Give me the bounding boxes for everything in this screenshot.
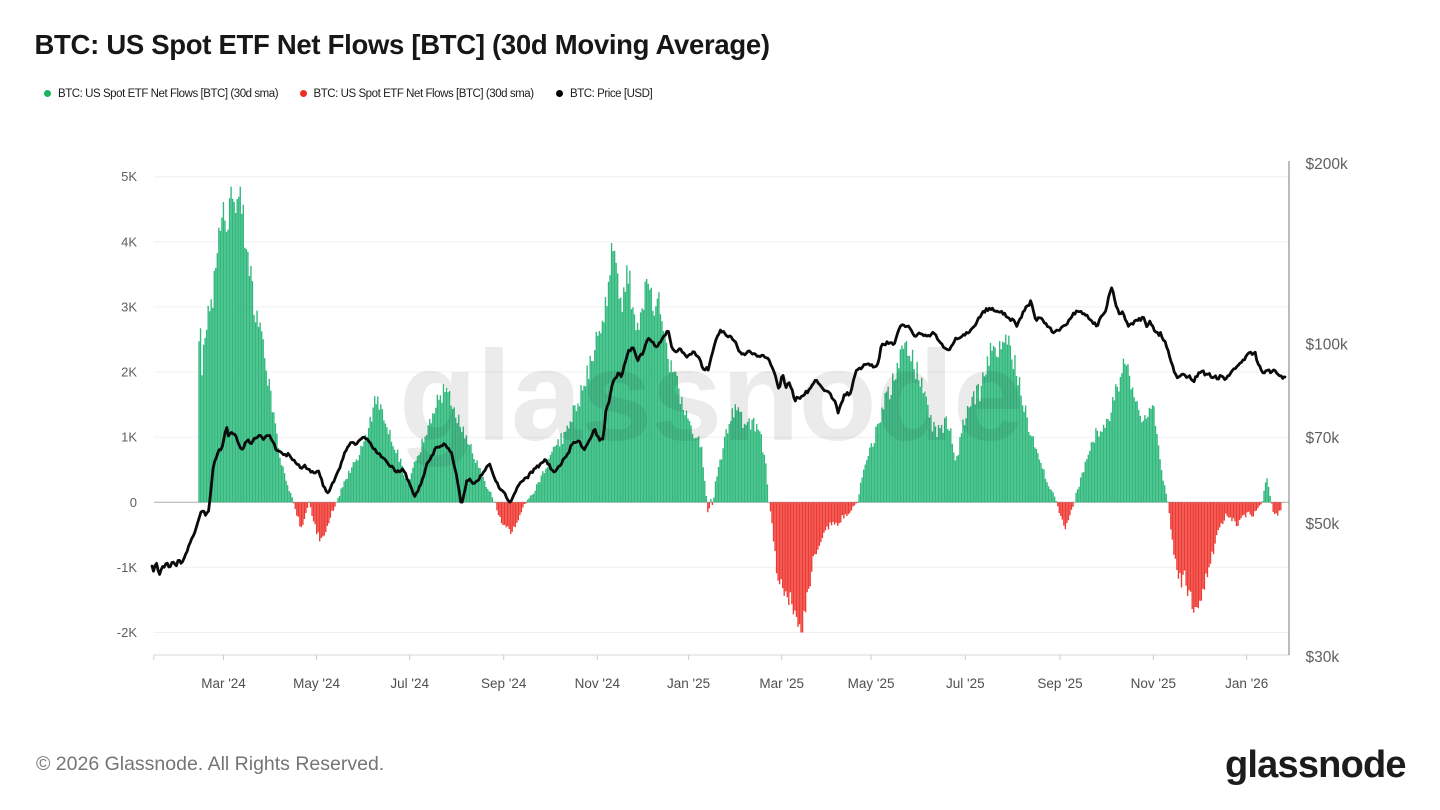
svg-text:$50k: $50k bbox=[1306, 516, 1340, 533]
svg-text:Jan '26: Jan '26 bbox=[1225, 676, 1268, 691]
svg-text:Mar '24: Mar '24 bbox=[201, 676, 246, 691]
svg-text:$30k: $30k bbox=[1306, 649, 1340, 666]
svg-text:2K: 2K bbox=[121, 365, 137, 380]
svg-text:Jul '25: Jul '25 bbox=[946, 676, 985, 691]
svg-text:Nov '24: Nov '24 bbox=[575, 676, 621, 691]
svg-text:4K: 4K bbox=[121, 234, 137, 249]
svg-text:Sep '25: Sep '25 bbox=[1037, 676, 1082, 691]
svg-text:$70k: $70k bbox=[1306, 430, 1340, 447]
svg-text:-1K: -1K bbox=[117, 560, 138, 575]
svg-text:glassnode: glassnode bbox=[399, 325, 1023, 468]
svg-text:Nov '25: Nov '25 bbox=[1131, 676, 1176, 691]
svg-text:Jul '24: Jul '24 bbox=[390, 676, 429, 691]
svg-text:Jan '25: Jan '25 bbox=[667, 676, 710, 691]
svg-text:May '24: May '24 bbox=[293, 676, 340, 691]
svg-text:Mar '25: Mar '25 bbox=[759, 676, 804, 691]
svg-text:$200k: $200k bbox=[1306, 156, 1348, 173]
svg-text:5K: 5K bbox=[121, 169, 137, 184]
svg-text:May '25: May '25 bbox=[848, 676, 895, 691]
svg-text:3K: 3K bbox=[121, 299, 137, 314]
svg-text:$100k: $100k bbox=[1306, 337, 1348, 354]
svg-text:-2K: -2K bbox=[117, 625, 138, 640]
svg-text:Sep '24: Sep '24 bbox=[481, 676, 527, 691]
svg-text:0: 0 bbox=[130, 495, 137, 510]
svg-text:1K: 1K bbox=[121, 430, 137, 445]
